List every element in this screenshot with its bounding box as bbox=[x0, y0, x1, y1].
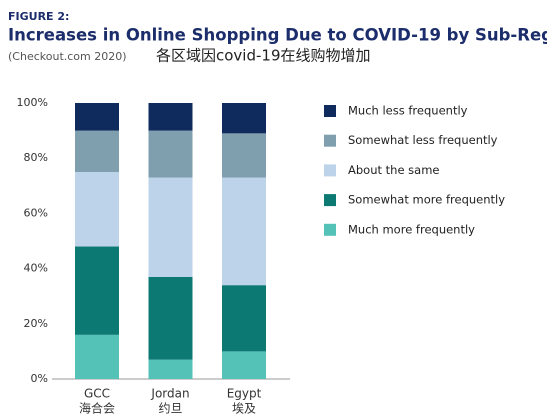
legend-swatch bbox=[324, 134, 336, 147]
bar-segment bbox=[148, 177, 193, 277]
bar-segment bbox=[222, 285, 266, 352]
y-tick-label: 20% bbox=[24, 317, 48, 330]
x-tick-sublabel: 约旦 bbox=[158, 401, 182, 416]
legend-label: Somewhat less frequently bbox=[348, 133, 498, 147]
bar-segment bbox=[222, 133, 266, 178]
figure-label: FIGURE 2: bbox=[8, 10, 69, 23]
legend-label: Much more frequently bbox=[348, 222, 475, 236]
x-tick-label: GCC bbox=[84, 387, 110, 401]
bar-segment bbox=[148, 130, 193, 178]
x-tick-sublabel: 海合会 bbox=[79, 401, 115, 416]
chart-subtitle-zh: 各区域因covid-19在线购物增加 bbox=[156, 47, 371, 65]
bar-segment bbox=[222, 177, 266, 286]
legend-swatch bbox=[324, 105, 336, 117]
x-tick-label: Egypt bbox=[227, 387, 262, 401]
bar-segment bbox=[75, 103, 119, 131]
legend-swatch bbox=[324, 164, 336, 177]
y-tick-label: 40% bbox=[24, 262, 48, 275]
bar-segment bbox=[75, 172, 119, 247]
bar-segment bbox=[75, 130, 119, 172]
y-tick-label: 100% bbox=[17, 96, 48, 109]
legend-label: About the same bbox=[348, 163, 440, 177]
legend-label: Much less frequently bbox=[348, 104, 468, 118]
bar-segment bbox=[148, 103, 193, 131]
bar-segment bbox=[222, 351, 266, 379]
bar-segment bbox=[148, 276, 193, 360]
x-tick-label: Jordan bbox=[150, 387, 189, 401]
bar-segment bbox=[75, 334, 119, 379]
x-tick-sublabel: 埃及 bbox=[232, 402, 256, 416]
chart-title: Increases in Online Shopping Due to COVI… bbox=[8, 26, 547, 45]
chart-subtitle: (Checkout.com 2020) bbox=[8, 50, 127, 63]
y-tick-label: 0% bbox=[31, 372, 48, 385]
bar-segment bbox=[148, 359, 193, 379]
legend-swatch bbox=[324, 223, 336, 236]
y-tick-label: 80% bbox=[24, 151, 48, 164]
bar-segment bbox=[222, 103, 266, 134]
y-tick-label: 60% bbox=[24, 206, 48, 219]
bar-segment bbox=[75, 246, 119, 335]
legend-swatch bbox=[324, 194, 336, 207]
legend-label: Somewhat more frequently bbox=[348, 193, 505, 207]
